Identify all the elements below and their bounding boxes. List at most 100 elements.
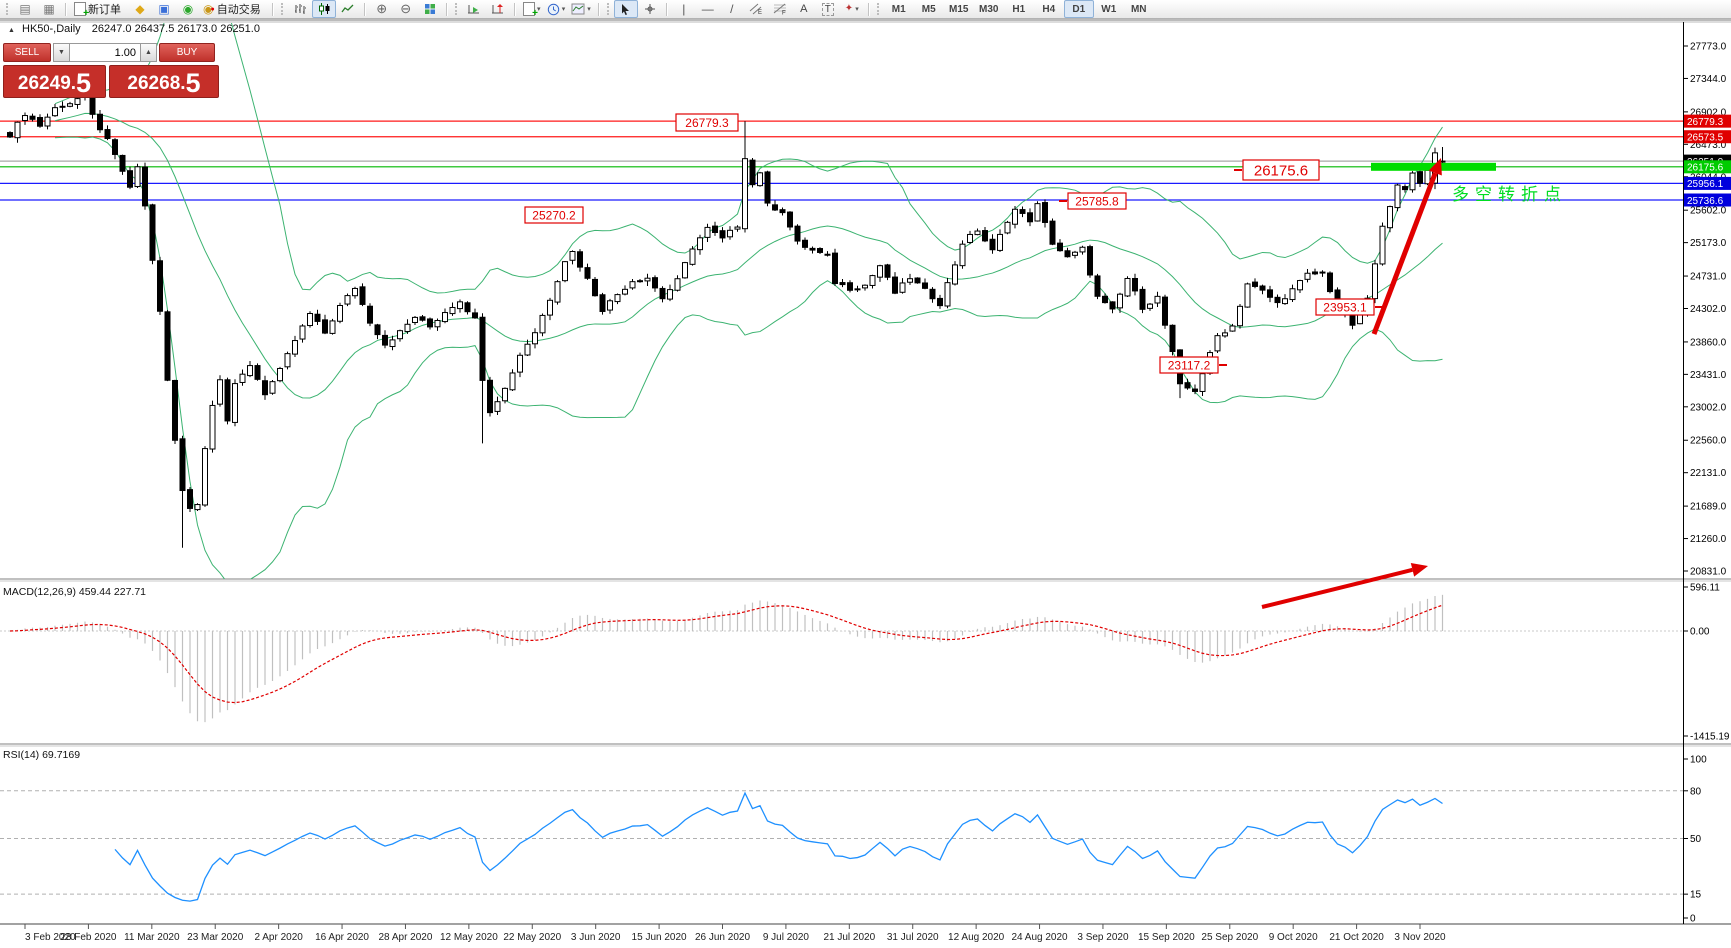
price-axis-badge-text: 26175.6 bbox=[1687, 163, 1724, 174]
price-axis-badge[interactable] bbox=[1684, 130, 1731, 144]
price-axis-badge[interactable] bbox=[1684, 176, 1731, 190]
time-axis-label[interactable]: 12 Aug 2020 bbox=[948, 932, 1005, 943]
time-axis-label[interactable]: 9 Oct 2020 bbox=[1269, 932, 1318, 943]
time-axis-label[interactable]: 3 Feb 2020 bbox=[25, 932, 76, 943]
metaeditor-button[interactable]: ◆ bbox=[128, 0, 152, 18]
candle-body bbox=[689, 248, 696, 265]
candle-body bbox=[314, 313, 321, 322]
svg-text:F: F bbox=[782, 11, 786, 16]
candle-body bbox=[217, 379, 223, 405]
equidistant-channel-button[interactable]: E bbox=[744, 0, 768, 18]
price-axis-badge[interactable] bbox=[1684, 193, 1731, 207]
timeframe-button-h1[interactable]: H1 bbox=[1012, 3, 1026, 15]
candle-body bbox=[142, 166, 148, 207]
indicators-button[interactable]: + ▾ bbox=[520, 0, 544, 19]
zoom-in-button[interactable]: ⊕ bbox=[370, 0, 394, 18]
buy-button[interactable]: BUY bbox=[159, 43, 215, 62]
auto-scroll-button[interactable] bbox=[462, 0, 486, 18]
new-order-button[interactable]: + 新订单 bbox=[71, 0, 128, 19]
crosshair-button[interactable] bbox=[638, 0, 662, 18]
time-axis-label[interactable]: 3 Sep 2020 bbox=[1077, 932, 1129, 943]
tile-windows-button[interactable] bbox=[418, 0, 442, 18]
templates-button[interactable]: ▾ bbox=[568, 0, 594, 18]
sell-button[interactable]: SELL bbox=[3, 43, 51, 62]
time-axis-label[interactable]: 28 Apr 2020 bbox=[378, 932, 432, 943]
toolbar-handle[interactable] bbox=[6, 3, 10, 15]
volume-decrease-button[interactable]: ▼ bbox=[53, 43, 70, 62]
candle-body bbox=[164, 311, 171, 381]
arrows-button[interactable]: ✦ ▾ bbox=[840, 0, 864, 18]
price-axis-badge[interactable] bbox=[1684, 114, 1731, 128]
sell-price-display[interactable]: 26249. 5 bbox=[3, 65, 106, 98]
timeframe-button-m30[interactable]: M30 bbox=[979, 3, 999, 15]
time-axis-label[interactable]: 16 Apr 2020 bbox=[315, 932, 369, 943]
timeframe-button-h4[interactable]: H4 bbox=[1042, 3, 1056, 15]
toolbar-separator bbox=[513, 2, 516, 16]
timeframe-button-m5[interactable]: M5 bbox=[921, 3, 936, 15]
profiles-button[interactable]: ▦ bbox=[37, 0, 61, 18]
candle-body bbox=[712, 225, 718, 234]
candle-body bbox=[532, 332, 538, 345]
timeframe-button-w1[interactable]: W1 bbox=[1101, 3, 1117, 15]
candlestick-chart-button[interactable] bbox=[311, 0, 336, 18]
time-axis-label[interactable]: 15 Jun 2020 bbox=[632, 932, 687, 943]
fibonacci-button[interactable]: F bbox=[768, 0, 792, 18]
trendline-button[interactable]: / bbox=[720, 0, 744, 18]
time-axis-label[interactable]: 26 Jun 2020 bbox=[695, 932, 750, 943]
candle-body bbox=[1184, 382, 1191, 389]
time-axis-label[interactable]: 21 Jul 2020 bbox=[823, 932, 875, 943]
candle-body bbox=[982, 230, 988, 242]
signals-button[interactable]: ◉ bbox=[176, 0, 200, 18]
time-axis-label[interactable]: 21 Oct 2020 bbox=[1329, 932, 1384, 943]
zoom-out-button[interactable]: ⊖ bbox=[394, 0, 418, 18]
volume-input[interactable]: 1.00 bbox=[70, 43, 140, 62]
time-axis-label[interactable]: 3 Nov 2020 bbox=[1394, 932, 1446, 943]
time-axis-label[interactable]: 9 Jul 2020 bbox=[763, 932, 810, 943]
candle-body bbox=[502, 387, 508, 402]
periods-button[interactable]: ▾ bbox=[544, 0, 569, 18]
toolbar-separator bbox=[445, 2, 448, 16]
candle-body bbox=[599, 294, 606, 312]
cursor-button[interactable] bbox=[613, 0, 638, 18]
candle-body bbox=[262, 380, 268, 396]
time-axis-label[interactable]: 23 Mar 2020 bbox=[187, 932, 244, 943]
timeframe-button-mn[interactable]: MN bbox=[1130, 3, 1147, 15]
time-axis-label[interactable]: 24 Aug 2020 bbox=[1011, 932, 1068, 943]
line-chart-button[interactable] bbox=[336, 0, 360, 18]
timeframe-button-d1[interactable]: D1 bbox=[1063, 0, 1094, 18]
auto-scroll-icon bbox=[468, 5, 480, 14]
time-axis-label[interactable]: 3 Jun 2020 bbox=[571, 932, 621, 943]
candle-body bbox=[742, 158, 748, 230]
candle-body bbox=[1237, 305, 1243, 327]
autotrade-button[interactable]: ◉ ● 自动交易 bbox=[200, 0, 268, 18]
buy-price-display[interactable]: 26268. 5 bbox=[109, 65, 219, 98]
terminal-button[interactable]: ▣ bbox=[152, 0, 176, 18]
text-button[interactable]: A bbox=[792, 0, 816, 18]
timeframe-button-m15[interactable]: M15 bbox=[949, 3, 969, 15]
time-axis-label[interactable]: 11 Mar 2020 bbox=[124, 932, 180, 943]
panel-toggle-icon[interactable]: ▲ bbox=[8, 27, 15, 34]
bar-chart-button[interactable] bbox=[288, 0, 312, 18]
candle-body bbox=[847, 282, 853, 291]
candle-body bbox=[1139, 288, 1146, 310]
volume-increase-button[interactable]: ▲ bbox=[140, 43, 157, 62]
price-axis-badge[interactable] bbox=[1684, 160, 1731, 174]
candle-body bbox=[7, 132, 13, 138]
candle-body bbox=[494, 401, 501, 412]
candle-body bbox=[1102, 295, 1108, 304]
time-axis-label[interactable]: 15 Sep 2020 bbox=[1138, 932, 1195, 943]
text-label-button[interactable]: T bbox=[816, 0, 840, 18]
horizontal-line-button[interactable]: — bbox=[696, 0, 720, 18]
timeframe-button-m1[interactable]: M1 bbox=[891, 3, 906, 15]
time-axis-label[interactable]: 22 May 2020 bbox=[503, 932, 561, 943]
time-axis-label[interactable]: 28 Feb 2020 bbox=[60, 932, 117, 943]
new-chart-button[interactable]: ▤ bbox=[13, 0, 37, 18]
time-axis-label[interactable]: 12 May 2020 bbox=[440, 932, 498, 943]
time-axis-label[interactable]: 2 Apr 2020 bbox=[254, 932, 303, 943]
candle-body bbox=[1387, 206, 1393, 229]
time-axis-label[interactable]: 31 Jul 2020 bbox=[887, 932, 939, 943]
chart-shift-button[interactable] bbox=[486, 0, 510, 18]
time-axis-label[interactable]: 25 Sep 2020 bbox=[1201, 932, 1258, 943]
vertical-line-button[interactable]: | bbox=[672, 0, 696, 18]
